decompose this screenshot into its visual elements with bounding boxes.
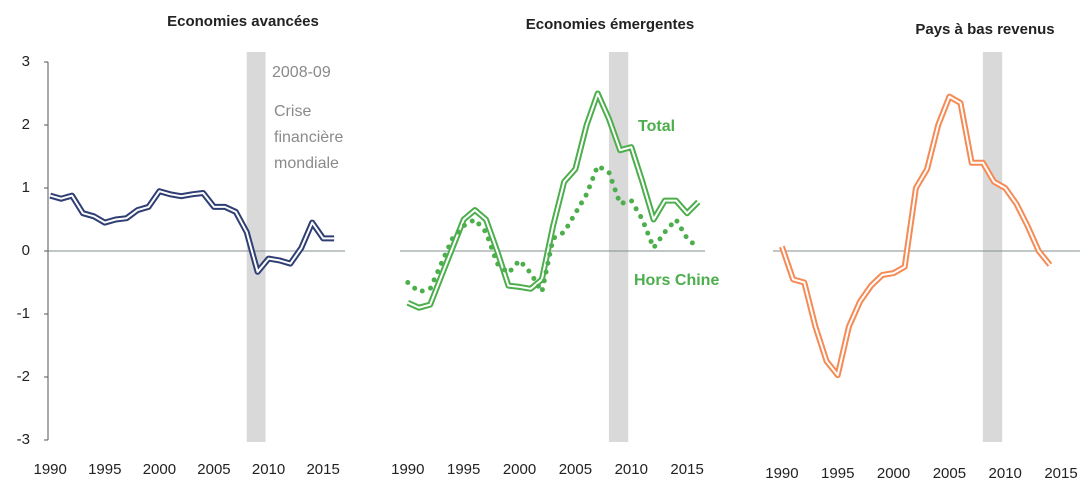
shade-band xyxy=(982,52,1003,442)
panel: 1990 1995 2000 2005 2010 2015 Pays à bas reven… xyxy=(765,21,1080,482)
y-tick-label: 2 xyxy=(22,116,30,133)
x-tick-label: 1995 xyxy=(821,465,854,482)
series-line-inner xyxy=(780,95,1051,377)
series-line xyxy=(49,188,335,275)
x-tick-label: 2010 xyxy=(252,461,285,478)
x-tick-label: 1990 xyxy=(33,461,66,478)
x-tick-label: 1995 xyxy=(88,461,121,478)
y-tick-label: 1 xyxy=(22,179,30,196)
y-tick-label: 3 xyxy=(22,53,30,70)
series-line xyxy=(779,93,1053,379)
x-tick-label: 2015 xyxy=(670,461,703,478)
x-tick-label: 2005 xyxy=(197,461,230,478)
annotation: financière xyxy=(274,129,343,146)
panel-title: Economies avancées xyxy=(167,13,319,30)
x-tick-label: 2000 xyxy=(877,465,910,482)
series-line xyxy=(405,163,701,295)
series-label: Hors Chine xyxy=(634,272,719,289)
annotation: Crise xyxy=(274,103,311,120)
x-tick-label: 2010 xyxy=(989,465,1022,482)
x-tick-label: 1990 xyxy=(391,461,424,478)
shade-band xyxy=(246,52,266,442)
series-line-inner xyxy=(407,92,700,309)
x-tick-label: 1995 xyxy=(447,461,480,478)
x-tick-label: 2000 xyxy=(503,461,536,478)
x-tick-label: 2015 xyxy=(306,461,339,478)
x-tick-label: 2005 xyxy=(559,461,592,478)
panel: -3 -2 -1 0 1 2 3 1990 1995 2000 2005 2010 2015 Econom… xyxy=(17,13,345,478)
y-tick-label: 0 xyxy=(22,242,30,259)
panel-title: Economies émergentes xyxy=(526,16,694,33)
x-tick-label: 2005 xyxy=(933,465,966,482)
series-line-inner xyxy=(49,190,335,273)
annotation: 2008-09 xyxy=(272,64,331,81)
x-tick-label: 2000 xyxy=(143,461,176,478)
panel: 1990 1995 2000 2005 2010 2015 Economies émerge… xyxy=(391,16,719,478)
y-tick-label: -1 xyxy=(17,305,30,322)
shade-band xyxy=(608,52,629,442)
y-tick-label: -2 xyxy=(17,368,30,385)
x-tick-label: 2015 xyxy=(1044,465,1077,482)
x-tick-label: 1990 xyxy=(765,465,798,482)
y-tick-label: -3 xyxy=(17,431,30,448)
x-tick-label: 2010 xyxy=(615,461,648,478)
annotation: mondiale xyxy=(274,155,339,172)
series-label: Total xyxy=(638,118,675,135)
panel-title: Pays à bas revenus xyxy=(915,21,1054,38)
